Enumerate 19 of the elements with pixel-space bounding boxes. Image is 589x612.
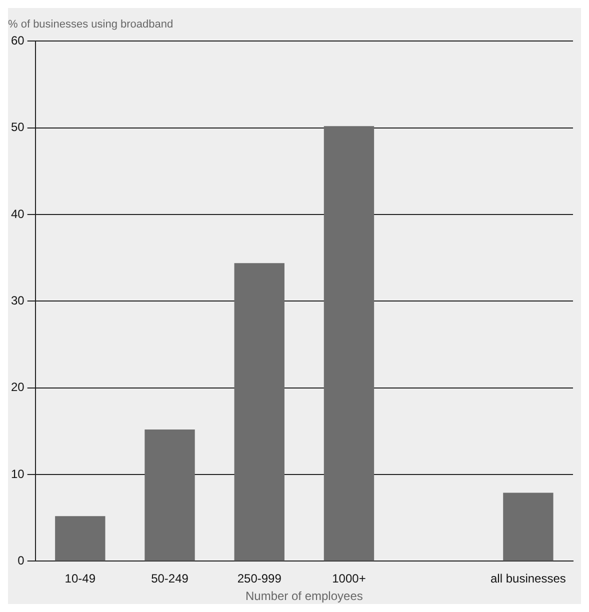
bar xyxy=(55,516,106,561)
x-tick-label: all businesses xyxy=(490,572,566,586)
chart-title: % of businesses using broadband xyxy=(8,18,174,31)
x-tick-label: 250-999 xyxy=(237,572,282,586)
y-tick-label: 30 xyxy=(10,294,25,308)
x-tick-label: 50-249 xyxy=(151,572,189,586)
y-tick-label: 60 xyxy=(10,34,25,48)
y-tick-label: 10 xyxy=(10,466,25,481)
bar xyxy=(324,126,374,561)
x-tick-label: 1000+ xyxy=(332,572,366,586)
y-tick-label: 40 xyxy=(10,206,25,221)
bar xyxy=(503,492,554,561)
bar xyxy=(234,263,284,561)
y-tick-label: 50 xyxy=(10,120,25,134)
bar xyxy=(144,429,195,561)
x-axis-title: Number of employees xyxy=(245,589,363,604)
x-tick-label: 10-49 xyxy=(64,572,96,586)
y-tick-label: 20 xyxy=(10,380,25,394)
y-tick-label: 0 xyxy=(18,554,25,568)
